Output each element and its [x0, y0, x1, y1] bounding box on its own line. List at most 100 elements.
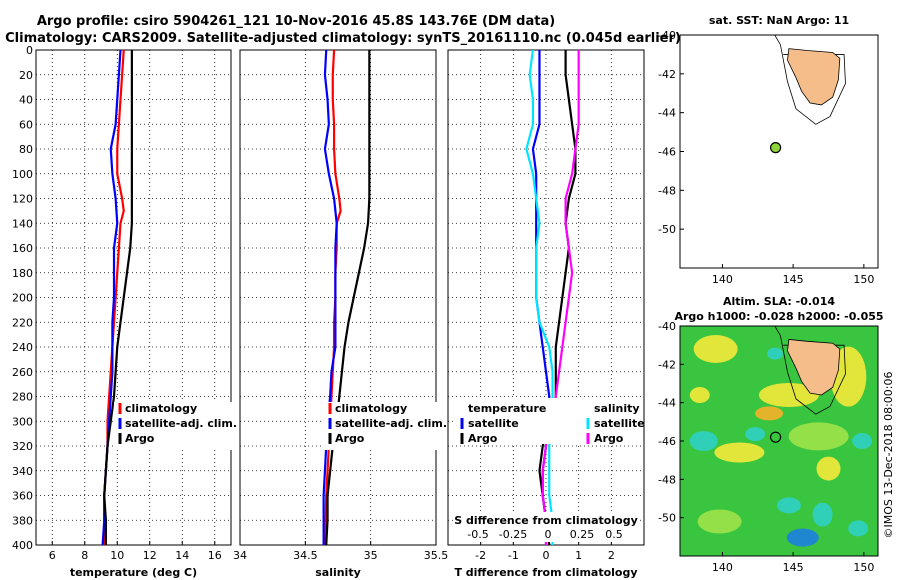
salinity-panel: 34 34.5 35 35.5 salinity climatology satellite…	[233, 49, 449, 579]
sla-anomaly-blob	[689, 387, 710, 403]
y-tick-label: 360	[12, 490, 33, 503]
legend-title-temperature: temperature	[468, 402, 546, 415]
series-line-satellite-adj-clim-	[322, 49, 338, 545]
difference-panel: -2 -1 0 1 2 T difference from climatology temp…	[447, 49, 645, 579]
x-tick-label: 2	[608, 549, 615, 562]
x-tick-label: 150	[853, 273, 874, 286]
x-tick-label: 34	[233, 549, 247, 562]
title-line1: Argo profile: csiro 5904261_121 10-Nov-2…	[37, 14, 555, 29]
y-tick-label: 0	[26, 44, 33, 57]
series-line-argo	[325, 50, 371, 546]
x-tick-label: -2	[475, 549, 486, 562]
sla-anomaly-blob	[714, 442, 765, 463]
legend-box	[456, 398, 640, 444]
y-tick-label: 400	[12, 539, 33, 552]
x-tick-label: 145	[783, 561, 804, 574]
plot-frame	[239, 49, 437, 546]
x-tick-label: 14	[175, 549, 189, 562]
plot-frame	[35, 49, 232, 546]
s-diff-tick-label: 0	[545, 528, 552, 541]
legend-label: satellite	[468, 417, 519, 430]
y-tick-label: 280	[12, 391, 33, 404]
sla-anomaly-blob	[745, 427, 766, 442]
sla-anomaly-blob	[767, 347, 784, 360]
x-tick-label: 12	[143, 549, 157, 562]
legend-label: Argo	[335, 432, 365, 445]
y-tick-label: 220	[12, 316, 33, 329]
s-diff-tick-label: -0.25	[499, 528, 527, 541]
x-tick-label: 0	[543, 549, 550, 562]
sla-anomaly-blob	[812, 502, 833, 527]
map-title: sat. SST: NaN Argo: 11	[709, 14, 849, 27]
series-line-argo	[103, 50, 133, 545]
map-content	[680, 326, 878, 556]
sla-anomaly-blob	[848, 520, 869, 537]
legend-label: Argo	[125, 432, 155, 445]
sla-anomaly-blob	[758, 383, 819, 407]
sla-anomaly-blob	[786, 528, 819, 547]
x-tick-label: 6	[49, 549, 56, 562]
y-tick-label: 260	[12, 366, 33, 379]
y-tick-label: -46	[658, 146, 676, 159]
legend-box	[114, 402, 234, 450]
sla-anomaly-blob	[852, 433, 873, 449]
y-tick-label: 240	[12, 341, 33, 354]
y-tick-label: 80	[19, 143, 33, 156]
x-tick-label: 150	[853, 561, 874, 574]
x-tick-label: 145	[783, 273, 804, 286]
sla-anomaly-blob	[788, 422, 849, 451]
y-tick-label: -46	[658, 435, 676, 448]
x-tick-label: 140	[712, 273, 733, 286]
y-tick-label: -48	[658, 184, 676, 197]
x-tick-label: -1	[508, 549, 519, 562]
x-axis-label: T difference from climatology	[454, 566, 637, 579]
sla-anomaly-blob	[816, 456, 841, 481]
x-tick-label: 16	[208, 549, 222, 562]
y-tick-label: 100	[12, 168, 33, 181]
y-tick-label: 20	[19, 69, 33, 82]
isobath-contour	[774, 326, 846, 415]
y-tick-label: -50	[658, 512, 676, 525]
x-tick-label: 35.5	[424, 549, 449, 562]
x-tick-label: 8	[81, 549, 88, 562]
s-diff-tick-label: 0.25	[570, 528, 595, 541]
y-tick-label: 40	[19, 94, 33, 107]
y-tick-label: 140	[12, 217, 33, 230]
s-diff-axis-label: S difference from climatology	[454, 514, 638, 527]
sla-map-panel: 140 145 150 -40 -42 -44 -46 -48 -50 Altim. SLA: -…	[658, 295, 884, 574]
isobath-contour	[774, 35, 846, 125]
y-tick-label: -40	[658, 320, 676, 333]
sla-anomaly-blob	[697, 509, 742, 534]
legend-label: climatology	[125, 402, 197, 415]
series-line-s-satellite	[525, 49, 554, 545]
y-tick-label: 120	[12, 193, 33, 206]
s-diff-tick-label: 0.5	[605, 528, 623, 541]
s-diff-tick-label: -0.5	[467, 528, 488, 541]
sla-anomaly-blob	[776, 497, 801, 514]
watermark: ©IMOS 13-Dec-2018 08:00:06	[882, 372, 895, 539]
y-tick-label: 200	[12, 292, 33, 305]
x-tick-label: 35	[364, 549, 378, 562]
title-line2: Climatology: CARS2009. Satellite-adjuste…	[5, 31, 681, 46]
map-subtitle: Argo h1000: -0.028 h2000: -0.055	[674, 310, 883, 323]
argo-position-marker	[770, 142, 782, 154]
y-tick-label: -48	[658, 473, 676, 486]
sst-map-panel: 140 145 150 -40 -42 -44 -46 -48 -50 sat. SST: NaN…	[658, 14, 879, 286]
y-tick-label: 380	[12, 514, 33, 527]
map-title: Altim. SLA: -0.014	[723, 295, 835, 308]
y-tick-label: 320	[12, 440, 33, 453]
y-tick-label: 180	[12, 267, 33, 280]
legend-label: climatology	[335, 402, 407, 415]
x-tick-label: 140	[712, 561, 733, 574]
sla-anomaly-blob	[755, 406, 784, 421]
y-tick-label: -50	[658, 223, 676, 236]
tasmania-land	[787, 338, 841, 396]
legend-title-salinity: salinity	[594, 402, 640, 415]
temperature-panel: 6 8 10 12 14 16020406080100120140160180200220…	[12, 44, 237, 579]
legend-label: satellite-adj. clim.	[335, 417, 447, 430]
y-tick-label: 340	[12, 465, 33, 478]
y-tick-label: -40	[658, 29, 676, 42]
x-tick-label: 10	[110, 549, 124, 562]
y-tick-label: -44	[658, 397, 676, 410]
